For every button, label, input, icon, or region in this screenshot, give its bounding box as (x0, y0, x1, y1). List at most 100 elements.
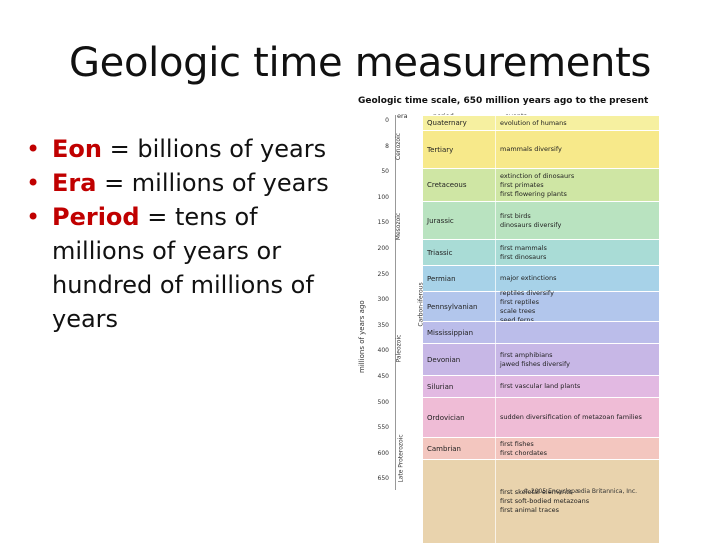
event-item: reptiles diversify (500, 288, 554, 297)
tick-label: 450 (377, 373, 389, 380)
bullet-term: Period (52, 203, 140, 231)
period-band: Mississippian (423, 321, 659, 343)
bullet-term: Era (52, 169, 97, 197)
event-item: dinosaurs diversify (500, 220, 562, 229)
event-item: mammals diversify (500, 145, 562, 153)
period-events: first vascular land plants (495, 376, 659, 397)
era-label-late-proterozoic: Late Proterozoic (397, 434, 405, 483)
era-label-cenozoic: Cenozoic (395, 132, 403, 161)
period-name: Cambrian (427, 444, 461, 453)
tick-label: 250 (377, 270, 389, 278)
event-item: first chordates (500, 448, 548, 457)
tick-label: 0 (385, 117, 389, 124)
period-name: Mississippian (427, 328, 474, 337)
period-band: Quaternary evolution of humans (423, 115, 659, 130)
period-band: Triassic first mammals first dinosaurs (423, 239, 659, 265)
period-band: Tertiary mammals diversify (423, 130, 659, 168)
tick-label: 300 (377, 296, 389, 304)
bullet-dot-icon: • (26, 169, 41, 197)
event-item: sudden diversification of metazoan famil… (500, 413, 642, 421)
tick-label: 500 (377, 398, 389, 406)
period-events: first birds dinosaurs diversify (495, 202, 659, 239)
bullet-term: Eon (52, 135, 102, 163)
bullet-dot-icon: • (26, 135, 41, 163)
tick-label: 600 (377, 449, 389, 457)
tick-label: 550 (377, 424, 389, 432)
period-band: Permian major extinctions (423, 265, 659, 291)
copyright-note: © 2005 Encyclopædia Britannica, Inc. (523, 488, 638, 495)
bullet-eon: • Eon = billions of years (24, 132, 354, 166)
period-events: major extinctions (495, 266, 659, 291)
period-events: mammals diversify (495, 131, 659, 168)
period-name: Tertiary (427, 145, 454, 154)
bullet-period: • Period = tens of millions of years or … (24, 200, 354, 336)
period-name: Devonian (427, 355, 461, 364)
period-name (423, 460, 495, 543)
event-item: first vascular land plants (500, 382, 581, 390)
carboniferous-label: Carbon-iferous (417, 282, 425, 327)
tick-label: 8 (385, 142, 389, 150)
tick-label: 100 (377, 193, 389, 201)
era-label-mesozoic: Mesozoic (395, 212, 403, 241)
era-label-paleozoic: Paleozoic (395, 334, 403, 363)
geologic-time-scale-figure: Geologic time scale, 650 million years a… (355, 93, 670, 543)
period-name: Silurian (427, 382, 454, 391)
period-name: Cretaceous (427, 181, 467, 189)
period-name: Quaternary (427, 119, 467, 127)
period-band: Devonian first amphibians jawed fishes div… (423, 343, 659, 375)
period-events: sudden diversification of metazoan famil… (495, 398, 659, 437)
period-name: Triassic (427, 248, 453, 257)
period-events: extinction of dinosaurs first primates fir… (495, 169, 659, 201)
event-item: first animal traces (500, 506, 560, 514)
event-item: first amphibians (500, 350, 553, 359)
event-item: first soft-bodied metazoans (500, 497, 590, 505)
event-item: first reptiles (500, 297, 539, 306)
tick-label: 650 (377, 475, 389, 483)
era-header: era (397, 112, 408, 120)
event-item: scale trees (500, 306, 536, 315)
period-events: reptiles diversify first reptiles scale tr… (495, 288, 659, 324)
event-item: evolution of humans (500, 118, 567, 127)
event-item: major extinctions (500, 274, 557, 282)
period-name: Jurassic (427, 216, 454, 225)
tick-label: 50 (381, 168, 389, 176)
event-item: first dinosaurs (500, 252, 547, 261)
period-events: first fishes first chordates (495, 438, 659, 459)
period-band: Cretaceous extinction of dinosaurs first p… (423, 168, 659, 201)
period-events: first skeletal elements first soft-bodied… (495, 460, 659, 543)
y-axis-label: millions of years ago (358, 300, 366, 373)
event-item: first skeletal elements (500, 488, 573, 496)
period-events (495, 322, 659, 343)
tick-label: 150 (377, 219, 389, 227)
period-band: Cambrian first fishes first chordates (423, 437, 659, 459)
event-item: seed ferns (500, 315, 534, 324)
event-item: extinction of dinosaurs (500, 171, 575, 180)
period-name: Ordovician (427, 413, 465, 422)
tick-label: 350 (377, 321, 389, 329)
event-item: first primates (500, 180, 544, 189)
event-item: first birds (500, 211, 531, 220)
event-item: jawed fishes diversify (500, 359, 571, 368)
period-name: Permian (427, 274, 456, 283)
event-item: first mammals (500, 243, 547, 252)
bullet-list: • Eon = billions of years • Era = millio… (24, 132, 354, 336)
period-band: Pennsylvanian reptiles diversify first rep… (423, 288, 659, 324)
period-events: evolution of humans (495, 116, 659, 130)
axis-line (395, 115, 396, 490)
event-item: first fishes (500, 439, 534, 448)
event-item: first flowering plants (500, 189, 567, 198)
period-band: Jurassic first birds dinosaurs diversify (423, 201, 659, 239)
bullet-era: • Era = millions of years (24, 166, 354, 200)
period-band: Silurian first vascular land plants (423, 375, 659, 397)
period-name: Pennsylvanian (427, 302, 478, 311)
period-band: first skeletal elements first soft-bodied… (423, 459, 659, 543)
slide-title: Geologic time measurements (68, 40, 652, 86)
tick-label: 400 (377, 347, 389, 355)
bullet-text: = millions of years (96, 169, 329, 197)
figure-title: Geologic time scale, 650 million years a… (358, 96, 649, 106)
period-band: Ordovician sudden diversification of meta… (423, 397, 659, 437)
tick-label: 200 (377, 245, 389, 252)
bullet-text: = tens of millions of years or hundred o… (52, 203, 314, 333)
period-events: first mammals first dinosaurs (495, 240, 659, 265)
period-events: first amphibians jawed fishes diversify (495, 344, 659, 375)
